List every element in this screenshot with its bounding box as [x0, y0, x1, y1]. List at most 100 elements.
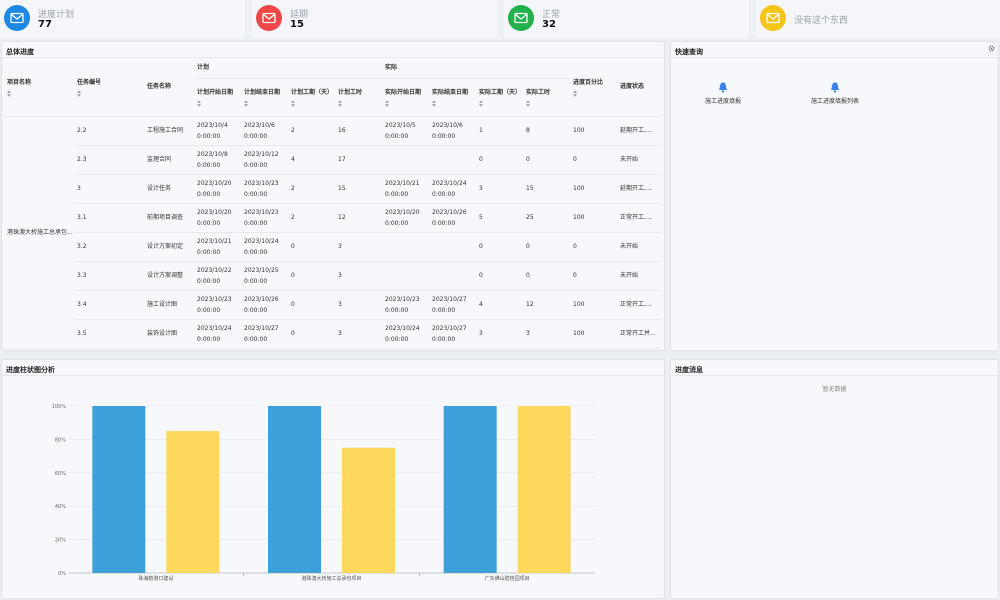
sort-icon[interactable]	[244, 100, 249, 107]
table-row: 港珠澳大桥施工总承包... 2.2 工程施工合同 2023/10/4 0:00:00 2…	[4, 116, 661, 349]
sort-icon[interactable]	[197, 100, 202, 107]
table-cell: 0	[288, 319, 335, 349]
table-cell	[429, 232, 476, 262]
y-tick-label: 80%	[55, 437, 66, 443]
table-row: 3.5 装饰设计图 2023/10/24 0:00:00 2023/10/27 0:0…	[4, 319, 661, 349]
sort-icon[interactable]	[77, 89, 82, 97]
table-row: 3 设计任务 2023/10/20 0:00:00 2023/10/23 0:00:0…	[4, 174, 661, 204]
table-cell: 1	[476, 116, 523, 146]
header-label: 实际结束日期	[432, 89, 469, 96]
y-tick-label: 20%	[55, 538, 66, 544]
table-cell: 25	[523, 203, 570, 233]
table-cell	[429, 145, 476, 175]
table-cell: 正常开工,...	[617, 290, 661, 320]
table-cell: 装饰设计图	[144, 319, 194, 349]
x-tick-label: 港珠澳大桥施工总承包项目	[301, 575, 361, 582]
card-icon	[508, 5, 534, 31]
header-label: 进度状态	[620, 83, 645, 91]
table-cell: 100	[570, 290, 617, 320]
panel-header	[671, 360, 998, 376]
header-label: 计划工时	[338, 89, 363, 96]
table-cell: 2023/10/26 0:00:00	[429, 203, 476, 233]
panel-header	[671, 42, 998, 58]
settings-icon[interactable]	[988, 45, 995, 52]
summary-card[interactable]: 进度计划 77	[0, 0, 245, 38]
quick-link[interactable]: 施工进度填报	[671, 82, 778, 105]
table-cell: 2023/10/20 0:00:00	[382, 203, 429, 233]
column-header: 进度百分比	[570, 58, 617, 117]
messages-panel: 进度消息 暂无数据	[671, 360, 998, 598]
table-cell: 正常开工并...	[617, 319, 661, 349]
bar	[517, 406, 571, 573]
bar	[92, 406, 146, 573]
summary-card[interactable]: 延期 15	[252, 0, 497, 38]
sort-icon[interactable]	[432, 100, 437, 107]
summary-card[interactable]: 没有这个东西	[756, 0, 1000, 38]
column-header: 进度状态	[617, 58, 661, 117]
table-cell: 2023/10/25 0:00:00	[241, 261, 288, 291]
bell-icon	[780, 82, 890, 96]
panel-header	[2, 42, 664, 58]
header-label: 任务名称	[147, 83, 172, 91]
sort-icon[interactable]	[291, 100, 296, 107]
table-cell: 3.2	[74, 232, 144, 262]
table-cell: 工程施工合同	[144, 116, 194, 146]
bar	[166, 431, 220, 573]
panel-title: 总体进度	[6, 48, 34, 56]
table-cell: 2023/10/27 0:00:00	[429, 319, 476, 349]
table-cell: 3	[335, 261, 382, 291]
sort-icon[interactable]	[7, 89, 12, 97]
quick-link-label: 施工进度填报列表	[810, 98, 859, 105]
table-cell: 0	[570, 145, 617, 175]
table-cell: 0	[476, 145, 523, 175]
card-title: 延期	[290, 10, 309, 20]
group-header: 实际	[382, 58, 570, 79]
sort-icon[interactable]	[338, 100, 343, 107]
y-tick-label: 40%	[55, 504, 66, 510]
sort-icon[interactable]	[385, 100, 390, 107]
table-cell: 2023/10/12 0:00:00	[241, 145, 288, 175]
table-cell: 16	[335, 116, 382, 146]
sort-icon[interactable]	[526, 100, 531, 107]
table-cell: 2023/10/27 0:00:00	[241, 319, 288, 349]
header-row: 计划开始日期 计划结束日期 计划工期（天） 计划工时 实际开始日期 实际结束日期 实际工期（…	[4, 78, 661, 117]
table-cell: 0	[476, 261, 523, 291]
card-icon-wrap	[760, 5, 786, 35]
table-cell: 2	[288, 116, 335, 146]
header-label: 实际开始日期	[385, 89, 422, 96]
bell	[831, 82, 839, 93]
table-cell: 设计方案初定	[144, 232, 194, 262]
sort-icon[interactable]	[573, 89, 578, 97]
column-header: 计划开始日期	[194, 78, 241, 117]
table-cell: 100	[570, 319, 617, 349]
table-cell: 2.3	[74, 145, 144, 175]
column-header: 计划结束日期	[241, 78, 288, 117]
x-tick-label: 珠海鹤港口建设	[138, 575, 173, 582]
column-header: 实际工时	[523, 78, 570, 117]
table-cell: 3	[476, 319, 523, 349]
card-count: 15	[290, 19, 304, 30]
summary-card[interactable]: 正常 32	[504, 0, 749, 38]
table-cell: 0	[523, 145, 570, 175]
bar	[268, 406, 321, 573]
table-cell: 2023/10/24 0:00:00	[241, 232, 288, 262]
sort-icon[interactable]	[479, 100, 484, 107]
quick-link[interactable]: 施工进度填报列表	[780, 82, 890, 105]
table-cell: 监理合同	[144, 145, 194, 175]
table-cell: 2023/10/23 0:00:00	[194, 290, 241, 320]
table-cell: 2023/10/24 0:00:00	[382, 319, 429, 349]
table-cell: 3	[335, 319, 382, 349]
table-cell: 2	[288, 174, 335, 204]
table-cell: 3.1	[74, 203, 144, 233]
column-header: 实际开始日期	[382, 78, 429, 117]
table-cell: 15	[523, 174, 570, 204]
y-tick-label: 100%	[52, 404, 67, 410]
table-cell: 4	[288, 145, 335, 175]
header-label: 实际工时	[526, 89, 551, 96]
table-cell: 0	[288, 290, 335, 320]
table-cell: 2023/10/23 0:00:00	[241, 174, 288, 204]
table-cell: 未开始	[617, 232, 661, 262]
table-cell: 3	[476, 174, 523, 204]
table-cell: 0	[570, 232, 617, 262]
